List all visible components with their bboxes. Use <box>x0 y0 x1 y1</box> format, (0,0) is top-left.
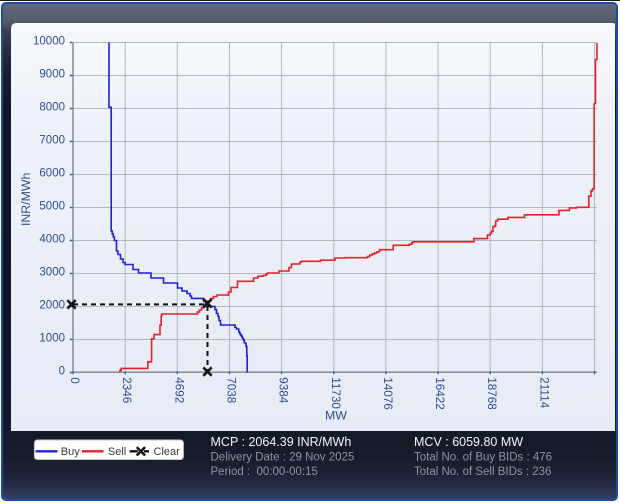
svg-text:INR/MWh: INR/MWh <box>19 173 33 226</box>
svg-text:14076: 14076 <box>381 377 394 410</box>
svg-text:Period : 00:00-00:15: Period : 00:00-00:15 <box>211 466 318 478</box>
svg-text:MCV : 6059.80 MW: MCV : 6059.80 MW <box>414 435 523 449</box>
svg-text:Delivery Date : 29 Nov 2025: Delivery Date : 29 Nov 2025 <box>211 451 355 463</box>
svg-text:4000: 4000 <box>39 234 65 246</box>
svg-text:21114: 21114 <box>537 377 550 408</box>
svg-text:7038: 7038 <box>225 377 238 403</box>
svg-text:MCP : 2064.39 INR/MWh: MCP : 2064.39 INR/MWh <box>211 435 352 449</box>
svg-text:0: 0 <box>59 366 65 378</box>
svg-text:Buy: Buy <box>61 446 80 458</box>
svg-text:2346: 2346 <box>120 377 133 403</box>
svg-text:8000: 8000 <box>39 102 65 114</box>
svg-text:7000: 7000 <box>39 135 65 147</box>
svg-text:Total No. of Buy BIDs : 476: Total No. of Buy BIDs : 476 <box>414 451 552 463</box>
svg-text:11730: 11730 <box>329 377 342 409</box>
svg-text:MW: MW <box>325 409 347 423</box>
svg-text:Total No. of Sell BIDs : 236: Total No. of Sell BIDs : 236 <box>414 466 551 478</box>
svg-text:1000: 1000 <box>39 333 65 345</box>
svg-text:Clear: Clear <box>154 446 181 458</box>
svg-text:9000: 9000 <box>39 69 65 81</box>
svg-text:4692: 4692 <box>172 377 185 403</box>
svg-text:18768: 18768 <box>485 377 498 410</box>
svg-text:3000: 3000 <box>39 267 65 279</box>
svg-text:9384: 9384 <box>277 377 290 404</box>
svg-text:5000: 5000 <box>39 201 65 213</box>
svg-text:Sell: Sell <box>108 446 126 458</box>
svg-text:6000: 6000 <box>39 168 65 180</box>
svg-text:10000: 10000 <box>33 36 65 48</box>
svg-text:0: 0 <box>68 377 81 384</box>
svg-text:2000: 2000 <box>39 300 65 312</box>
svg-text:16422: 16422 <box>433 377 446 410</box>
